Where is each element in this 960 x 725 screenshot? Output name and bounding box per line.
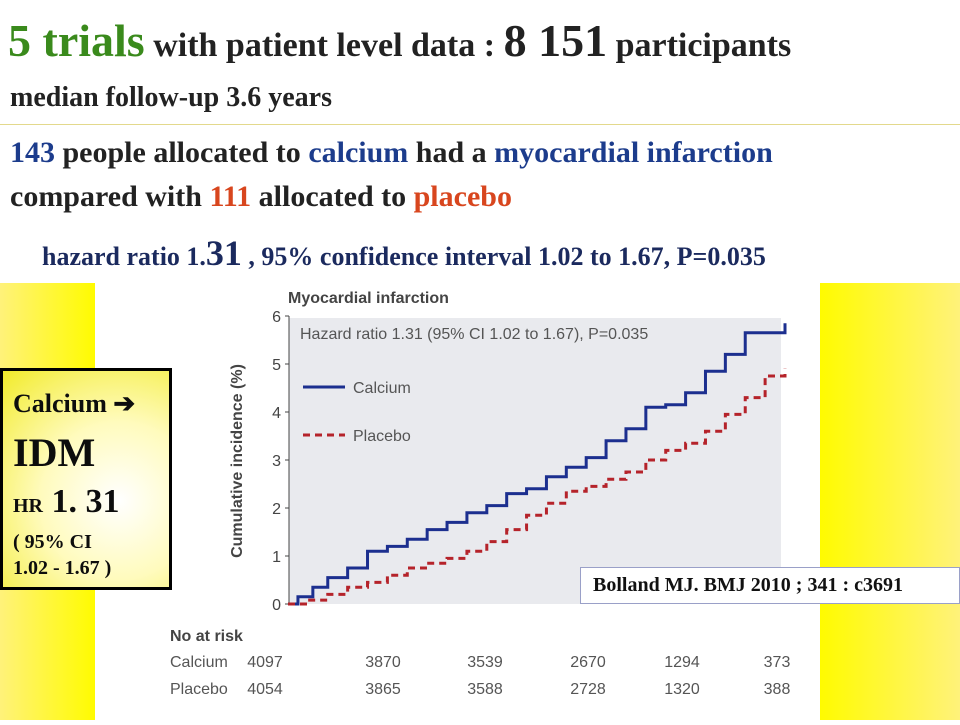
risk-cell: 388 — [764, 681, 791, 698]
annotation-background — [289, 318, 781, 604]
risk-cell: 3539 — [467, 654, 503, 671]
summary-outcome: IDM — [13, 430, 96, 475]
result-line-1: 143 people allocated to calcium had a my… — [10, 136, 773, 170]
y-tick-label: 5 — [272, 357, 281, 374]
series-layer — [288, 323, 787, 606]
placebo-word: placebo — [413, 180, 512, 213]
risk-cell: 4054 — [247, 681, 283, 698]
hr-prefix: hazard ratio 1. — [42, 242, 206, 271]
headline-trials: 5 trials with patient level data : 8 151… — [8, 14, 791, 67]
chart-panel: Myocardial infarction Hazard ratio 1.31 … — [95, 283, 820, 720]
participants-text: participants — [607, 27, 792, 64]
summary-title: Calcium ➔ — [13, 389, 136, 418]
y-tick-label: 4 — [272, 405, 281, 422]
result-text-3: compared with — [10, 180, 210, 213]
calcium-word: calcium — [308, 136, 409, 169]
risk-cell: 4097 — [247, 654, 283, 671]
right-yellow-band — [820, 283, 960, 720]
summary-box: Calcium ➔ IDM HR 1. 31 ( 95% CI 1.02 - 1… — [0, 368, 172, 590]
risk-cell: 373 — [764, 654, 791, 671]
y-tick-label: 3 — [272, 453, 281, 470]
risk-row-label: Placebo — [170, 681, 228, 698]
risk-cell: 1294 — [664, 654, 700, 671]
summary-hr-value: 1. 31 — [43, 483, 120, 520]
y-tick-label: 0 — [272, 597, 281, 614]
risk-cell: 3870 — [365, 654, 401, 671]
trials-count: 5 trials — [8, 15, 145, 66]
mi-word: myocardial infarction — [494, 136, 773, 169]
risk-cell: 1320 — [664, 681, 700, 698]
calcium-event-count: 143 — [10, 136, 55, 169]
y-tick-label: 1 — [272, 549, 281, 566]
series-calcium-line — [288, 323, 787, 606]
header-divider — [0, 124, 960, 125]
risk-cell: 2728 — [570, 681, 606, 698]
risk-table: No at risk Calcium 4097 3870 3539 2670 1294 37… — [170, 628, 790, 698]
citation: Bolland MJ. BMJ 2010 ; 341 : c3691 — [580, 567, 960, 604]
summary-hr: HR 1. 31 — [13, 483, 120, 521]
y-axis: 0 1 2 3 4 5 6 — [272, 309, 290, 614]
hazard-ratio-line: hazard ratio 1.31 , 95% confidence inter… — [42, 232, 766, 274]
risk-cell: 2670 — [570, 654, 606, 671]
y-tick-label: 6 — [272, 309, 281, 326]
kaplan-meier-chart: Myocardial infarction Hazard ratio 1.31 … — [170, 290, 790, 698]
chart-annotation: Hazard ratio 1.31 (95% CI 1.02 to 1.67),… — [300, 326, 648, 343]
y-axis-label: Cumulative incidence (%) — [229, 364, 246, 558]
chart-legend: Calcium Placebo — [303, 380, 411, 445]
result-text-1: people allocated to — [55, 136, 309, 169]
chart-title: Myocardial infarction — [288, 290, 449, 307]
risk-cell: 3865 — [365, 681, 401, 698]
summary-ci-line1: ( 95% CI — [13, 531, 92, 553]
legend-placebo-label: Placebo — [353, 428, 411, 445]
summary-hr-label: HR — [13, 495, 43, 517]
followup-text: median follow-up 3.6 years — [10, 82, 332, 113]
risk-row-label: Calcium — [170, 654, 228, 671]
summary-ci-line2: 1.02 - 1.67 ) — [13, 557, 112, 579]
placebo-event-count: 111 — [209, 180, 252, 213]
participants-count: 8 151 — [503, 15, 608, 66]
result-text-2: had a — [408, 136, 495, 169]
result-text-4: allocated to — [251, 180, 414, 213]
risk-cell: 3588 — [467, 681, 503, 698]
y-tick-label: 2 — [272, 501, 281, 518]
result-line-2: compared with 111 allocated to placebo — [10, 180, 512, 214]
trials-with-text: with patient level data : — [144, 27, 504, 64]
legend-calcium-label: Calcium — [353, 380, 411, 397]
hr-suffix: , 95% confidence interval 1.02 to 1.67, … — [241, 242, 766, 271]
hr-big-digits: 31 — [205, 233, 242, 273]
risk-table-title: No at risk — [170, 628, 243, 645]
